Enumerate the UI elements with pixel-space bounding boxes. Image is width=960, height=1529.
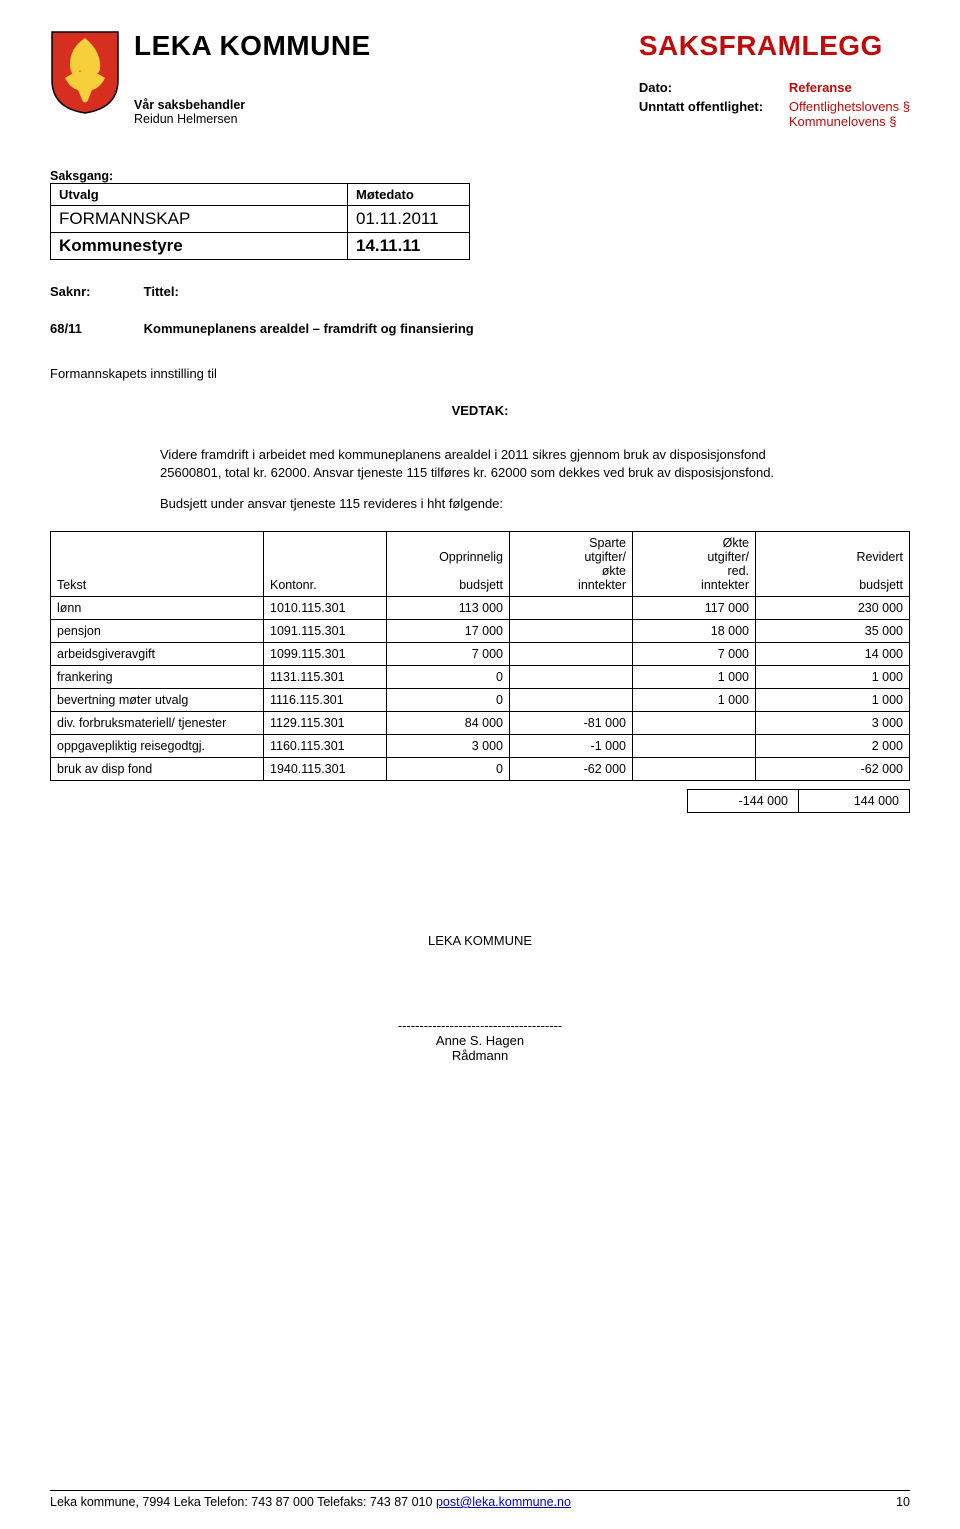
col-motedato: Møtedato <box>348 184 470 206</box>
col-utvalg: Utvalg <box>51 184 348 206</box>
table-row: div. forbruksmateriell/ tjenester1129.11… <box>51 711 910 734</box>
kommunelovens-label: Kommunelovens § <box>789 114 910 129</box>
col-revidert: Revidertbudsjett <box>756 531 910 596</box>
tittel-label: Tittel: <box>144 284 179 299</box>
case-title: Kommuneplanens arealdel – framdrift og f… <box>144 321 474 336</box>
innstilling-text: Formannskapets innstilling til <box>50 366 910 381</box>
table-row: bruk av disp fond1940.115.3010-62 000-62… <box>51 757 910 780</box>
col-kontonr: Kontonr. <box>264 531 387 596</box>
table-row: Kommunestyre 14.11.11 <box>51 233 470 260</box>
document-type-heading: SAKSFRAMLEGG <box>639 30 910 62</box>
referanse-label: Referanse <box>789 80 910 95</box>
footer-address: Leka kommune, 7994 Leka Telefon: 743 87 … <box>50 1495 436 1509</box>
offentlighetslovens-label: Offentlighetslovens § <box>789 99 910 114</box>
col-tekst: Tekst <box>51 531 264 596</box>
signature-dashes: -------------------------------------- <box>50 1018 910 1033</box>
saksgang-table: Utvalg Møtedato FORMANNSKAP 01.11.2011 K… <box>50 183 470 260</box>
budget-sum-table: -144 000 144 000 <box>687 789 910 813</box>
signature-title: Rådmann <box>50 1048 910 1063</box>
table-row: arbeidsgiveravgift1099.115.3017 0007 000… <box>51 642 910 665</box>
table-row: FORMANNSKAP 01.11.2011 <box>51 206 470 233</box>
municipality-crest-icon <box>50 30 120 115</box>
table-row: pensjon1091.115.30117 00018 00035 000 <box>51 619 910 642</box>
table-row: frankering1131.115.30101 0001 000 <box>51 665 910 688</box>
sum-sparte: -144 000 <box>688 789 799 812</box>
page-number: 10 <box>896 1495 910 1509</box>
col-sparte: Sparteutgifter/økteinntekter <box>510 531 633 596</box>
sum-okte: 144 000 <box>799 789 910 812</box>
page-footer: Leka kommune, 7994 Leka Telefon: 743 87 … <box>50 1490 910 1509</box>
saknr-value: 68/11 <box>50 321 140 336</box>
saksbehandler-name: Reidun Helmersen <box>134 112 625 126</box>
saksbehandler-label: Vår saksbehandler <box>134 98 625 112</box>
org-name: LEKA KOMMUNE <box>134 30 625 62</box>
dato-label: Dato: <box>639 80 779 95</box>
unntatt-label: Unntatt offentlighet: <box>639 99 779 129</box>
table-row: bevertning møter utvalg1116.115.30101 00… <box>51 688 910 711</box>
saksgang-heading: Saksgang: <box>50 169 910 183</box>
table-row: lønn1010.115.301113 000117 000230 000 <box>51 596 910 619</box>
signature-name: Anne S. Hagen <box>50 1033 910 1048</box>
footer-email-link[interactable]: post@leka.kommune.no <box>436 1495 571 1509</box>
table-row: oppgavepliktig reisegodtgj.1160.115.3013… <box>51 734 910 757</box>
saknr-label: Saknr: <box>50 284 140 299</box>
vedtak-heading: VEDTAK: <box>50 403 910 418</box>
budget-table: Tekst Kontonr. Opprinneligbudsjett Spart… <box>50 531 910 781</box>
body-paragraphs: Videre framdrift i arbeidet med kommunep… <box>160 446 800 513</box>
col-okte: Økteutgifter/red.inntekter <box>633 531 756 596</box>
col-opprinnelig: Opprinneligbudsjett <box>387 531 510 596</box>
signature-org: LEKA KOMMUNE <box>50 933 910 948</box>
